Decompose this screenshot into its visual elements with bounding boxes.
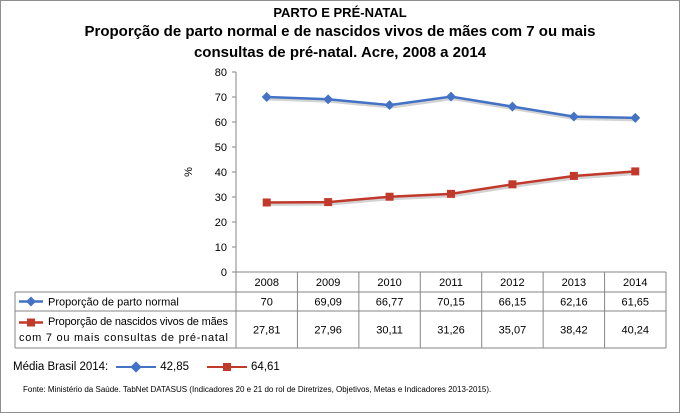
y-tick-label: 50 — [215, 142, 227, 154]
series-line-shadow — [268, 171, 637, 206]
y-tick-label: 80 — [215, 67, 227, 79]
x-tick-label: 2010 — [377, 277, 401, 289]
data-label: 66,15 — [499, 297, 527, 309]
brasil-series1-key-icon — [116, 361, 157, 373]
x-tick-label: 2012 — [500, 277, 524, 289]
legend-key-marker — [26, 296, 36, 307]
data-point-diamond — [568, 111, 579, 122]
data-label: 62,16 — [560, 297, 588, 309]
y-tick-label: 40 — [215, 167, 227, 179]
data-point-square — [508, 180, 517, 189]
y-tick-label: 20 — [215, 217, 227, 229]
y-tick-label: 70 — [215, 92, 227, 104]
brasil-average-label: Média Brasil 2014: — [13, 361, 109, 373]
chart-title-line1: Proporção de parto normal e de nascidos … — [84, 23, 596, 40]
data-point-square — [262, 198, 271, 207]
data-point-diamond — [384, 100, 395, 111]
x-tick-label: 2008 — [254, 277, 278, 289]
y-tick-label: 60 — [215, 117, 227, 129]
chart-title-line2: consultas de pré-natal. Acre, 2008 a 201… — [193, 44, 487, 61]
data-point-square — [569, 171, 578, 180]
legend-entry: com 7 ou mais consultas de pré-natal — [19, 332, 228, 344]
data-label: 70,15 — [437, 297, 465, 309]
data-label: 35,07 — [499, 325, 527, 337]
data-point-square — [631, 167, 640, 176]
data-label: 40,24 — [622, 325, 650, 337]
data-label: 70 — [261, 297, 273, 309]
legend-key-marker — [27, 318, 35, 327]
data-label: 61,65 — [622, 297, 650, 309]
x-tick-label: 2013 — [562, 277, 586, 289]
data-label: 66,77 — [376, 297, 404, 309]
brasil-average-series1: 42,85 — [160, 361, 190, 373]
x-tick-label: 2014 — [623, 277, 647, 289]
x-tick-label: 2009 — [316, 277, 340, 289]
legend-entry: Proporção de parto normal — [48, 297, 179, 309]
legend-entry: Proporção de nascidos vivos de mães — [48, 316, 229, 328]
x-tick-label: 2011 — [439, 277, 463, 289]
data-label: 69,09 — [314, 297, 342, 309]
data-point-square — [385, 192, 394, 201]
data-label: 38,42 — [560, 325, 588, 337]
data-point-square — [447, 189, 455, 198]
brasil-average-row: Média Brasil 2014: 42,85 64,61 — [13, 361, 280, 373]
data-label: 27,81 — [253, 325, 281, 337]
brasil-series2-key-icon — [207, 363, 248, 371]
y-tick-label: 10 — [215, 242, 227, 254]
data-label: 27,96 — [314, 325, 342, 337]
source-note: Fonte: Ministério da Saúde. TabNet DATAS… — [23, 385, 492, 394]
y-tick-label: 0 — [221, 267, 227, 279]
data-label: 31,26 — [437, 325, 465, 337]
y-axis-label: % — [183, 167, 195, 177]
data-label: 30,11 — [376, 325, 403, 337]
y-tick-label: 30 — [215, 192, 227, 204]
data-point-diamond — [630, 112, 641, 123]
section-heading: PARTO E PRÉ-NATAL — [273, 5, 407, 20]
brasil-average-series2: 64,61 — [251, 361, 280, 373]
data-point-square — [324, 198, 333, 207]
